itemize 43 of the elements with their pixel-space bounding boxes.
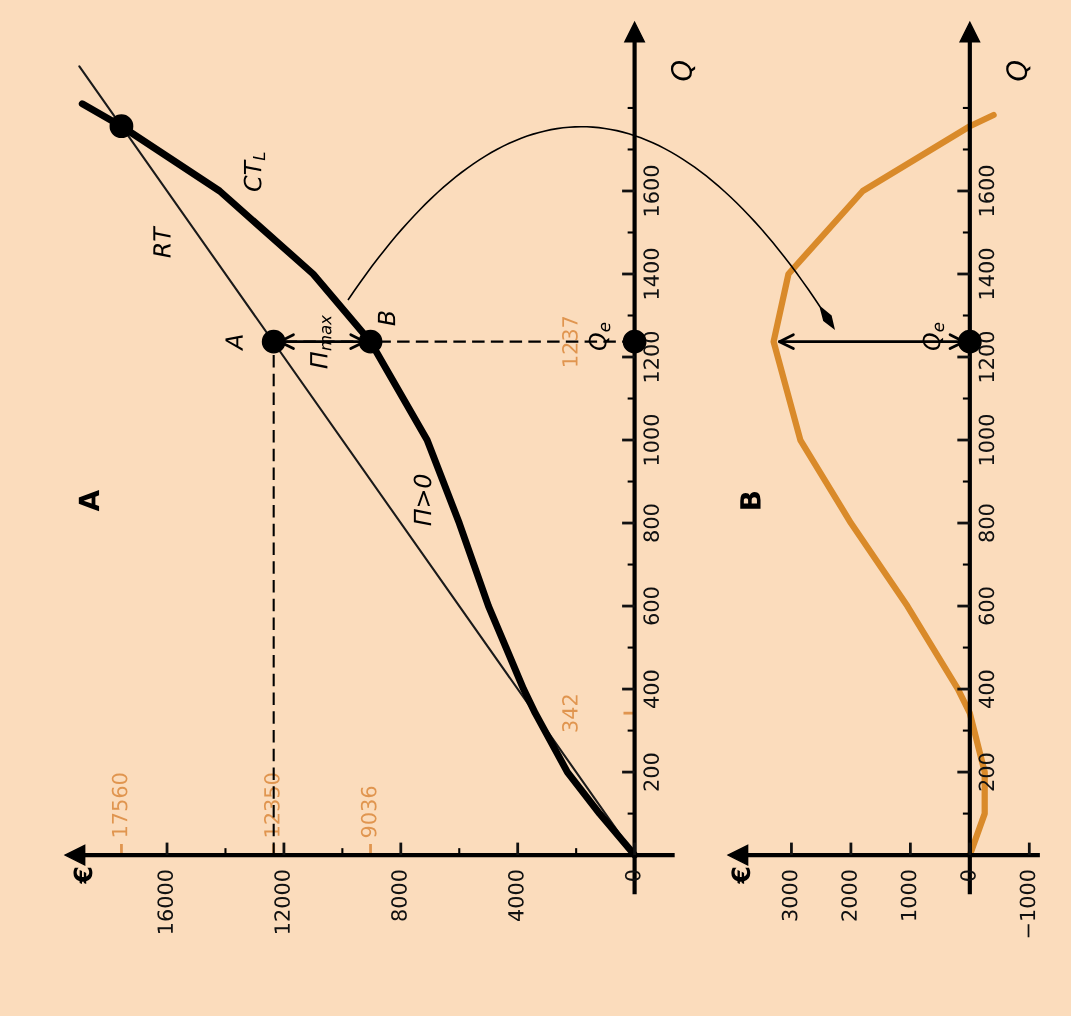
x-tick-label: 1000 [900,870,917,920]
y-tick-label: 800 [643,504,660,542]
annotation: Π$_{max}$ [310,314,332,369]
x2-tick-label: 17560 [111,773,128,837]
y-tick-label: 1000 [643,414,660,465]
y2-tick-label: 342 [562,695,578,732]
y-tick-label: 200 [978,753,995,791]
x-tick-label: 0 [624,870,641,881]
y2-tick-label: 1237 [562,316,578,366]
x-tick-label: −1000 [1019,870,1036,938]
x-tick-label: 16000 [157,870,174,933]
y-axis-title: Q [670,60,696,81]
y-tick-label: 1000 [978,414,995,465]
x2-tick-label: 9036 [360,786,377,838]
y-tick-label: 1600 [978,165,995,216]
x-tick-label: 2000 [841,870,857,921]
annotation: CT$_{L}$ [243,152,266,191]
text: A [78,490,100,512]
x-tick-label: 8000 [391,870,407,921]
text: B [740,492,761,509]
y-tick-label: 1400 [643,248,660,299]
y-tick-label: 1200 [643,331,660,382]
x2-tick-label: 12350 [263,773,280,837]
x-tick-label: 12000 [274,870,290,933]
y-tick-label: 400 [978,670,995,708]
y-tick-label: 200 [643,753,660,791]
x-tick-label: 4000 [507,870,524,921]
y-tick-label: 800 [978,504,995,542]
annotation: RT [153,225,171,258]
y-tick-label: 1200 [978,331,995,382]
annotation: A [225,335,243,351]
y-tick-label: 600 [978,587,995,625]
annotation: € [731,867,751,885]
x-tick-label: 0 [960,870,976,881]
annotation: € [73,867,93,885]
y-tick-label: 400 [643,670,660,708]
y-tick-label: 1600 [643,165,660,216]
y-axis-title: Q [1006,60,1031,81]
y-tick-label: 600 [643,587,660,625]
annotation: B [377,311,396,326]
annotation: Π>0 [413,474,432,526]
y-tick-label: 1400 [978,248,995,299]
x-tick-label: 3000 [781,870,798,921]
